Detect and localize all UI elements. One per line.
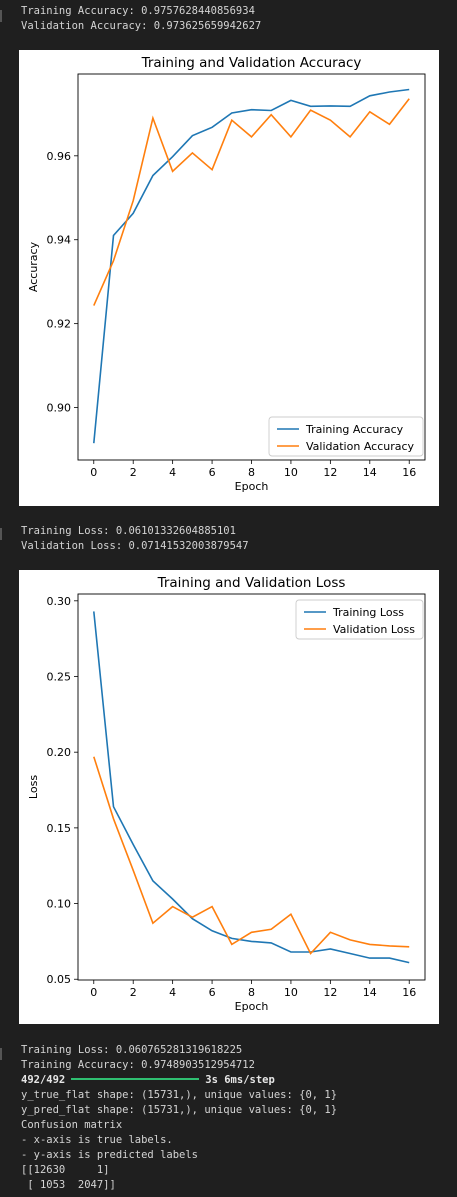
x-tick-label: 16 bbox=[402, 466, 416, 479]
y-tick-label: 0.15 bbox=[47, 822, 72, 835]
output-line: Training Loss: 0.060765281319618225 bbox=[21, 1044, 243, 1056]
legend-label: Training Accuracy bbox=[305, 423, 404, 436]
y-tick-label: 0.90 bbox=[47, 402, 72, 415]
x-tick-label: 12 bbox=[323, 466, 337, 479]
output-line: - x-axis is true labels. bbox=[21, 1134, 173, 1146]
x-axis-label: Epoch bbox=[235, 1000, 269, 1013]
legend-label: Training Loss bbox=[332, 606, 404, 619]
y-tick-label: 0.25 bbox=[47, 670, 72, 683]
plot-frame bbox=[77, 73, 426, 461]
y-axis-label: Accuracy bbox=[27, 241, 40, 292]
legend-box bbox=[295, 599, 424, 640]
chart-title: Training and Validation Loss bbox=[157, 575, 346, 591]
loss-figure: Training and Validation Loss 0 2 4 6 8 10 12 14 1… bbox=[19, 570, 439, 1024]
y-tick-label: 0.92 bbox=[47, 318, 72, 331]
y-axis-label: Loss bbox=[27, 775, 40, 799]
series-line-1 bbox=[93, 88, 410, 444]
output-text: Training Loss: 0.060765281319618225 Trai… bbox=[21, 1043, 337, 1193]
progress-timing: 3s 6ms/step bbox=[205, 1074, 275, 1086]
series-line-1 bbox=[93, 611, 410, 964]
x-tick-label: 14 bbox=[363, 466, 377, 479]
chart-title: Training and Validation Accuracy bbox=[141, 55, 362, 71]
accuracy-figure: Training and Validation Accuracy 0 2 4 6 8 10 1… bbox=[19, 50, 439, 506]
progress-line: 492/492 3s 6ms/step bbox=[21, 1074, 275, 1086]
x-tick-label: 4 bbox=[169, 986, 176, 999]
x-tick-label: 6 bbox=[209, 986, 216, 999]
x-tick-label: 8 bbox=[248, 466, 255, 479]
output-line: Validation Accuracy: 0.973625659942627 bbox=[21, 20, 262, 32]
loss-chart: Training and Validation Loss 0 2 4 6 8 10 12 14 1… bbox=[27, 575, 426, 1013]
x-axis-label: Epoch bbox=[235, 480, 269, 493]
progress-steps: 492/492 bbox=[21, 1074, 66, 1086]
x-tick-label: 6 bbox=[209, 466, 216, 479]
x-tick-label: 14 bbox=[363, 986, 377, 999]
x-tick-label: 0 bbox=[90, 986, 97, 999]
series-line-2 bbox=[93, 756, 410, 955]
legend-label: Validation Accuracy bbox=[306, 440, 415, 453]
cell-output-marker bbox=[0, 528, 2, 540]
cell-output-marker bbox=[0, 1048, 2, 1060]
legend-label: Validation Loss bbox=[333, 623, 415, 636]
output-line: Training Accuracy: 0.9748903512954712 bbox=[21, 1059, 255, 1071]
x-tick-label: 8 bbox=[248, 986, 255, 999]
y-tick-label: 0.10 bbox=[47, 898, 72, 911]
x-tick-label: 10 bbox=[284, 986, 298, 999]
y-tick-label: 0.20 bbox=[47, 746, 72, 759]
output-line: [ 1053 2047]] bbox=[21, 1179, 116, 1191]
output-line: y_pred_flat shape: (15731,), unique valu… bbox=[21, 1104, 338, 1116]
output-line: y_true_flat shape: (15731,), unique valu… bbox=[21, 1089, 338, 1101]
x-tick-label: 10 bbox=[284, 466, 298, 479]
legend-box bbox=[268, 416, 424, 457]
x-tick-label: 4 bbox=[169, 466, 176, 479]
output-line: Validation Loss: 0.07141532003879547 bbox=[21, 540, 249, 552]
output-line: - y-axis is predicted labels bbox=[21, 1149, 199, 1161]
x-tick-label: 0 bbox=[90, 466, 97, 479]
output-line: Training Loss: 0.06101332604885101 bbox=[21, 525, 236, 537]
x-tick-label: 12 bbox=[323, 986, 337, 999]
series-line-2 bbox=[93, 98, 410, 306]
x-tick-label: 2 bbox=[130, 986, 137, 999]
output-line: Training Accuracy: 0.9757628440856934 bbox=[21, 5, 255, 17]
x-tick-label: 2 bbox=[130, 466, 137, 479]
output-line: [[12630 1] bbox=[21, 1164, 110, 1176]
progress-bar bbox=[71, 1078, 200, 1080]
cell-output-marker bbox=[0, 10, 2, 22]
y-tick-label: 0.94 bbox=[47, 234, 72, 247]
x-tick-label: 16 bbox=[402, 986, 416, 999]
output-text: Training Loss: 0.06101332604885101 Valid… bbox=[21, 524, 249, 554]
y-tick-label: 0.96 bbox=[47, 150, 72, 163]
accuracy-chart: Training and Validation Accuracy 0 2 4 6 8 10 1… bbox=[27, 55, 426, 493]
y-tick-label: 0.05 bbox=[47, 973, 72, 986]
output-line: Confusion matrix bbox=[21, 1119, 123, 1131]
plot-frame bbox=[77, 593, 426, 981]
output-text: Training Accuracy: 0.9757628440856934 Va… bbox=[21, 4, 261, 34]
y-tick-label: 0.30 bbox=[47, 595, 72, 608]
